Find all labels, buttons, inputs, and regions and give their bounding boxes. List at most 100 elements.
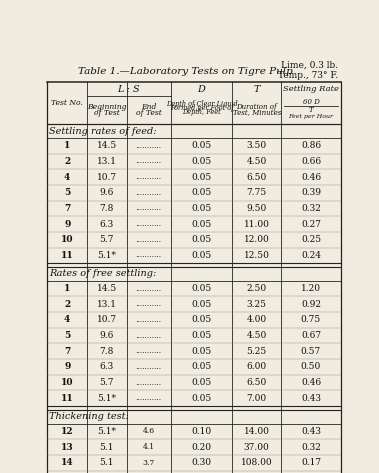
Text: 0.05: 0.05: [191, 204, 212, 213]
Text: 10: 10: [61, 378, 74, 387]
Text: 9.6: 9.6: [100, 331, 114, 340]
Text: ...........: ...........: [136, 332, 162, 340]
Text: 0.32: 0.32: [301, 204, 321, 213]
Text: 0.43: 0.43: [301, 394, 321, 403]
Text: ...........: ...........: [136, 173, 162, 181]
Text: 11: 11: [61, 251, 74, 260]
Text: 5.7: 5.7: [100, 235, 114, 244]
Text: 60 D: 60 D: [302, 98, 319, 106]
Text: 0.75: 0.75: [301, 315, 321, 324]
Text: 10.7: 10.7: [97, 315, 117, 324]
Text: of Test: of Test: [94, 109, 120, 117]
Text: Thickening test:: Thickening test:: [49, 412, 128, 421]
Text: 5: 5: [64, 331, 70, 340]
Text: 1: 1: [64, 141, 70, 150]
Text: 13: 13: [61, 443, 74, 452]
Text: 7.8: 7.8: [100, 204, 114, 213]
Text: 3.25: 3.25: [247, 300, 267, 309]
Text: 6.3: 6.3: [100, 219, 114, 228]
Text: 0.46: 0.46: [301, 378, 321, 387]
Text: 10: 10: [61, 235, 74, 244]
Text: End: End: [141, 103, 157, 111]
Text: 9.50: 9.50: [246, 204, 267, 213]
Text: ...........: ...........: [136, 300, 162, 308]
Text: 0.05: 0.05: [191, 141, 212, 150]
Text: 5.1: 5.1: [100, 458, 114, 467]
Text: 0.05: 0.05: [191, 219, 212, 228]
Text: 4.6: 4.6: [143, 427, 155, 435]
Text: 7: 7: [64, 347, 70, 356]
Text: 5.1*: 5.1*: [97, 251, 116, 260]
Text: 5: 5: [64, 188, 70, 197]
Text: 3.7: 3.7: [143, 459, 155, 467]
Text: 0.17: 0.17: [301, 458, 321, 467]
Text: T: T: [309, 106, 313, 114]
Text: ...........: ...........: [136, 220, 162, 228]
Text: 0.05: 0.05: [191, 362, 212, 371]
Text: Formed per Foot of: Formed per Foot of: [170, 104, 233, 112]
Text: 0.05: 0.05: [191, 347, 212, 356]
Text: 0.30: 0.30: [191, 458, 211, 467]
Text: Depth, Feet: Depth, Feet: [182, 108, 221, 116]
Text: 6.3: 6.3: [100, 362, 114, 371]
Text: 0.27: 0.27: [301, 219, 321, 228]
Text: 37.00: 37.00: [244, 443, 269, 452]
Text: 12: 12: [61, 427, 74, 436]
Text: 14.00: 14.00: [244, 427, 269, 436]
Text: 0.05: 0.05: [191, 157, 212, 166]
Text: 4.50: 4.50: [246, 157, 267, 166]
Text: 9: 9: [64, 219, 70, 228]
Text: 7.75: 7.75: [246, 188, 267, 197]
Text: 0.92: 0.92: [301, 300, 321, 309]
Text: 0.05: 0.05: [191, 394, 212, 403]
Text: 9: 9: [64, 362, 70, 371]
Text: 0.05: 0.05: [191, 173, 212, 182]
Text: 0.05: 0.05: [191, 188, 212, 197]
Text: Table 1.—Laboratory Tests on Tigre Pulp: Table 1.—Laboratory Tests on Tigre Pulp: [78, 67, 293, 76]
Text: 13.1: 13.1: [97, 157, 117, 166]
Text: 0.05: 0.05: [191, 300, 212, 309]
Text: Test, Minutes: Test, Minutes: [233, 109, 281, 117]
Text: 0.86: 0.86: [301, 141, 321, 150]
Text: Rates of free settling:: Rates of free settling:: [49, 269, 156, 278]
Text: ...........: ...........: [136, 316, 162, 324]
Text: 4: 4: [64, 173, 70, 182]
Text: Feet per Hour: Feet per Hour: [288, 114, 334, 119]
Text: 14.5: 14.5: [97, 284, 117, 293]
Text: 0.66: 0.66: [301, 157, 321, 166]
Text: 2.50: 2.50: [247, 284, 267, 293]
Text: 0.46: 0.46: [301, 173, 321, 182]
Text: ...........: ...........: [136, 158, 162, 166]
Text: 4: 4: [64, 315, 70, 324]
Text: 0.50: 0.50: [301, 362, 321, 371]
Text: 0.32: 0.32: [301, 443, 321, 452]
Text: 0.67: 0.67: [301, 331, 321, 340]
Text: Settling rates of feed:: Settling rates of feed:: [49, 127, 157, 136]
Text: D: D: [197, 85, 205, 94]
Text: 5.1: 5.1: [100, 443, 114, 452]
Text: 5.1*: 5.1*: [97, 394, 116, 403]
Text: ...........: ...........: [136, 189, 162, 197]
Text: Beginning: Beginning: [87, 103, 127, 111]
Text: 0.05: 0.05: [191, 251, 212, 260]
Text: 108.00: 108.00: [241, 458, 273, 467]
Text: ...........: ...........: [136, 236, 162, 244]
Text: Depth of Clear Liquid: Depth of Clear Liquid: [166, 99, 237, 107]
Text: 0.39: 0.39: [301, 188, 321, 197]
Text: L : S: L : S: [117, 85, 140, 94]
Text: Test No.: Test No.: [51, 99, 83, 107]
Text: 6.50: 6.50: [246, 378, 267, 387]
Text: 12.50: 12.50: [244, 251, 269, 260]
Text: 7: 7: [64, 204, 70, 213]
Text: ...........: ...........: [136, 204, 162, 212]
Text: 13.1: 13.1: [97, 300, 117, 309]
Text: 11.00: 11.00: [244, 219, 269, 228]
Text: 5.7: 5.7: [100, 378, 114, 387]
Text: Settling Rate: Settling Rate: [283, 85, 339, 93]
Text: Temp., 73° F.: Temp., 73° F.: [278, 70, 338, 79]
Text: 1.20: 1.20: [301, 284, 321, 293]
Text: 0.05: 0.05: [191, 378, 212, 387]
Text: 9.6: 9.6: [100, 188, 114, 197]
Text: 4.50: 4.50: [246, 331, 267, 340]
Text: 0.25: 0.25: [301, 235, 321, 244]
